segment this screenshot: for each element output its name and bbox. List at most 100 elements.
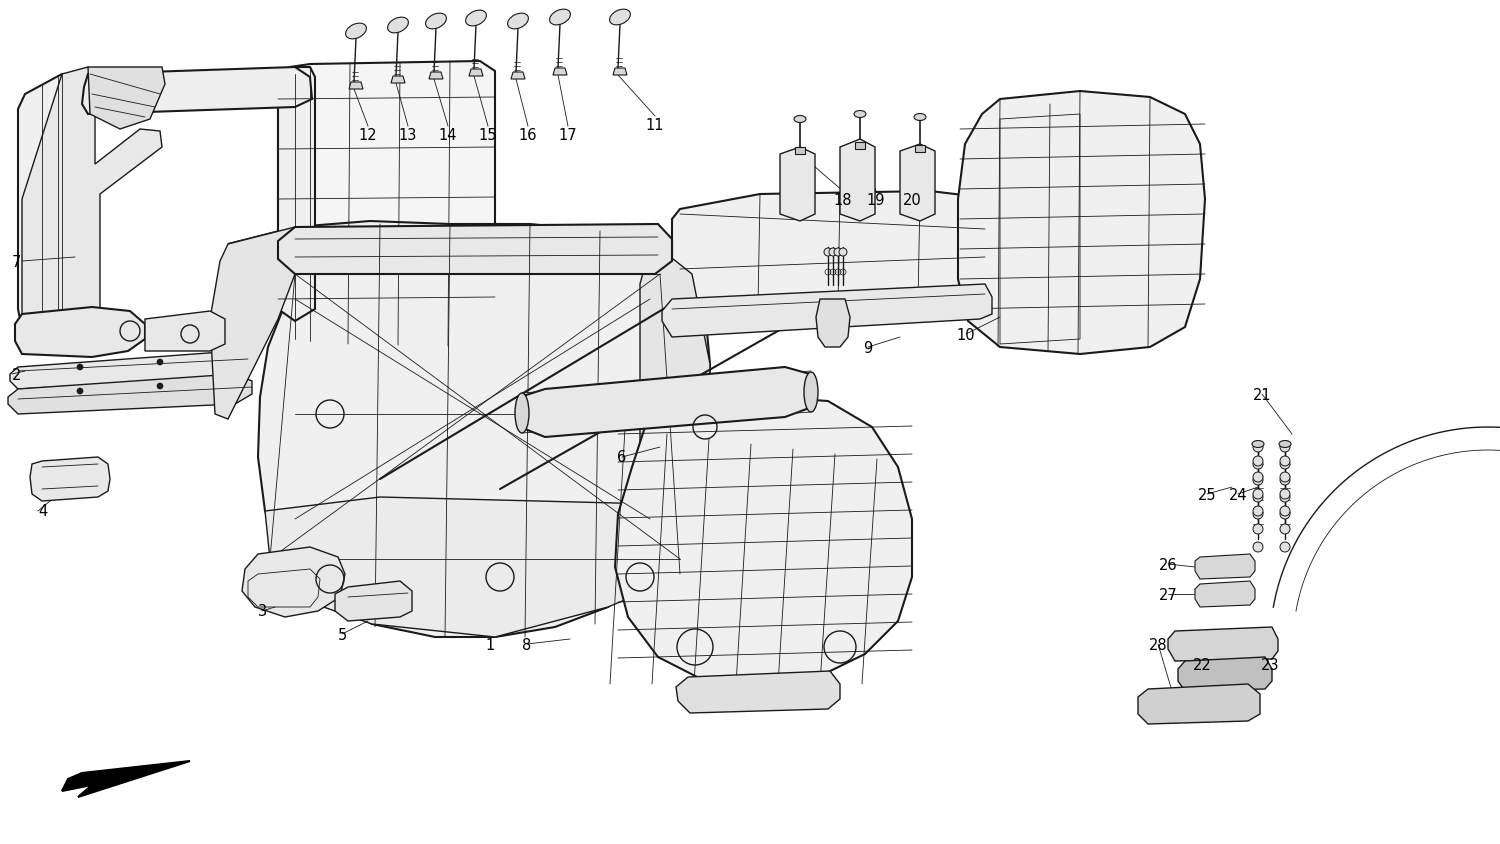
- Ellipse shape: [804, 372, 818, 413]
- Text: 5: 5: [338, 627, 346, 641]
- Circle shape: [1252, 490, 1263, 500]
- Polygon shape: [350, 83, 363, 90]
- Polygon shape: [855, 143, 865, 150]
- Text: 17: 17: [558, 127, 578, 143]
- Polygon shape: [278, 62, 495, 348]
- Circle shape: [1280, 442, 1290, 452]
- Polygon shape: [840, 140, 874, 222]
- Text: 10: 10: [957, 327, 975, 342]
- Text: 12: 12: [358, 127, 378, 143]
- Ellipse shape: [609, 10, 630, 26]
- Polygon shape: [82, 68, 312, 115]
- Ellipse shape: [426, 14, 447, 30]
- Text: 25: 25: [1197, 487, 1216, 502]
- Polygon shape: [958, 92, 1204, 354]
- Text: 15: 15: [478, 127, 498, 143]
- Polygon shape: [1138, 684, 1260, 724]
- Polygon shape: [662, 284, 992, 338]
- Text: 18: 18: [834, 192, 852, 208]
- Circle shape: [1252, 459, 1263, 469]
- Ellipse shape: [853, 111, 865, 118]
- Polygon shape: [228, 222, 710, 637]
- Circle shape: [1280, 492, 1290, 502]
- Polygon shape: [1168, 627, 1278, 661]
- Polygon shape: [640, 247, 710, 577]
- Ellipse shape: [914, 115, 926, 122]
- Polygon shape: [1178, 657, 1272, 691]
- Polygon shape: [518, 368, 812, 437]
- Circle shape: [1252, 524, 1263, 534]
- Circle shape: [1280, 457, 1290, 467]
- Circle shape: [1280, 459, 1290, 469]
- Polygon shape: [334, 582, 412, 621]
- Circle shape: [1252, 492, 1263, 502]
- Text: 2: 2: [12, 367, 21, 382]
- Text: 24: 24: [1228, 487, 1248, 502]
- Polygon shape: [816, 300, 850, 348]
- Circle shape: [839, 249, 848, 257]
- Circle shape: [1280, 510, 1290, 519]
- Text: 16: 16: [519, 127, 537, 143]
- Ellipse shape: [549, 10, 570, 26]
- Ellipse shape: [345, 24, 366, 40]
- Polygon shape: [30, 457, 109, 501]
- Text: 26: 26: [1158, 557, 1178, 572]
- Circle shape: [1280, 475, 1290, 485]
- Circle shape: [1280, 490, 1290, 500]
- Polygon shape: [1196, 555, 1256, 579]
- Text: 3: 3: [258, 603, 267, 619]
- Polygon shape: [915, 146, 926, 153]
- Polygon shape: [676, 671, 840, 713]
- Text: 13: 13: [399, 127, 417, 143]
- Circle shape: [1252, 457, 1263, 467]
- Circle shape: [824, 249, 833, 257]
- Text: 8: 8: [522, 636, 531, 652]
- Polygon shape: [278, 68, 315, 322]
- Text: 20: 20: [903, 192, 921, 208]
- Circle shape: [1280, 543, 1290, 552]
- Polygon shape: [10, 352, 250, 390]
- Circle shape: [834, 249, 842, 257]
- Circle shape: [76, 365, 82, 371]
- Polygon shape: [672, 192, 986, 307]
- Text: 23: 23: [1260, 657, 1280, 672]
- Text: 7: 7: [12, 254, 21, 269]
- Ellipse shape: [1280, 441, 1292, 448]
- Polygon shape: [18, 75, 92, 344]
- Ellipse shape: [465, 11, 486, 27]
- Text: 19: 19: [867, 192, 885, 208]
- Polygon shape: [8, 375, 252, 414]
- Polygon shape: [429, 73, 442, 80]
- Text: 11: 11: [646, 117, 664, 133]
- Ellipse shape: [507, 14, 528, 30]
- Polygon shape: [470, 70, 483, 77]
- Circle shape: [1252, 510, 1263, 519]
- Circle shape: [1252, 473, 1263, 483]
- Polygon shape: [242, 548, 345, 617]
- Circle shape: [158, 360, 164, 365]
- Polygon shape: [780, 148, 814, 222]
- Ellipse shape: [794, 116, 806, 123]
- Text: 28: 28: [1149, 636, 1167, 652]
- Circle shape: [1280, 524, 1290, 534]
- Polygon shape: [88, 68, 165, 130]
- Circle shape: [1280, 506, 1290, 517]
- Circle shape: [158, 383, 164, 390]
- Circle shape: [830, 249, 837, 257]
- Polygon shape: [392, 77, 405, 84]
- Circle shape: [1252, 506, 1263, 517]
- Polygon shape: [512, 73, 525, 80]
- Polygon shape: [615, 398, 912, 687]
- Polygon shape: [900, 145, 934, 222]
- Circle shape: [76, 388, 82, 394]
- Text: 6: 6: [618, 450, 627, 465]
- Polygon shape: [210, 228, 296, 419]
- Polygon shape: [62, 761, 190, 797]
- Polygon shape: [15, 307, 146, 358]
- Polygon shape: [614, 69, 627, 76]
- Text: 22: 22: [1192, 657, 1212, 672]
- Polygon shape: [554, 69, 567, 76]
- Ellipse shape: [387, 18, 408, 34]
- Circle shape: [1252, 543, 1263, 552]
- Text: 14: 14: [440, 127, 458, 143]
